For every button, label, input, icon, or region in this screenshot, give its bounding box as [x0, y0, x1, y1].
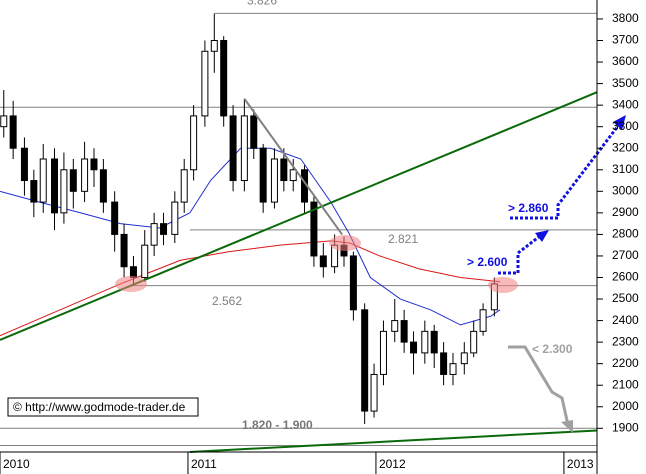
candle-body [20, 147, 28, 182]
candle-body [361, 309, 369, 412]
trend-line [243, 98, 343, 235]
candle-body [379, 330, 387, 375]
candle-body [391, 320, 399, 332]
y-tick-label: 2400 [612, 313, 639, 327]
candle-body [9, 115, 17, 149]
copyright: © http://www.godmode-trader.de [13, 400, 186, 414]
y-tick-label: 3600 [612, 54, 639, 68]
y-tick-label: 2000 [612, 399, 639, 413]
candle-body [171, 201, 179, 235]
y-tick-label: 2700 [612, 248, 639, 262]
plot-area: 3.826 2.821 2.562 [0, 0, 598, 453]
candle-body [150, 223, 158, 246]
candle-body [250, 115, 258, 149]
x-tick-label: 2012 [379, 457, 406, 471]
candle-body [120, 233, 128, 268]
x-tick-label: 2011 [191, 457, 217, 471]
candle-body [259, 147, 267, 203]
candle-body [90, 158, 98, 171]
target-label: > 2.860 [508, 201, 549, 215]
target-arrow [510, 125, 620, 220]
y-tick-label: 3700 [612, 33, 639, 47]
risk-label: < 2.300 [532, 342, 573, 356]
y-tick-label: 2100 [612, 377, 639, 391]
candle-body [39, 158, 47, 203]
candle-body [30, 180, 38, 203]
trend-line [189, 429, 598, 453]
candle-body [190, 115, 198, 171]
candle-body [319, 255, 327, 268]
y-tick-label: 2200 [612, 356, 639, 370]
risk-arrow [508, 345, 570, 426]
moving-average [0, 240, 501, 337]
target-label: > 2.600 [467, 255, 508, 269]
candle-body [60, 169, 68, 214]
level-label: 2.562 [212, 294, 242, 308]
y-tick-label: 3500 [612, 76, 639, 90]
candle-body [220, 40, 228, 117]
candle-body [160, 223, 168, 235]
candle-body [69, 169, 77, 192]
copyright-box [7, 397, 199, 417]
candle-body [370, 373, 378, 412]
y-tick-label: 3000 [612, 183, 639, 197]
candle-body [141, 244, 149, 278]
candle-body [270, 158, 278, 203]
candle-body [421, 330, 429, 354]
level-label: 2.821 [388, 232, 418, 246]
y-tick-label: 2900 [612, 205, 639, 219]
candle-body [111, 201, 119, 235]
arrow-head [613, 115, 626, 130]
candle-body [449, 363, 457, 375]
y-tick-label: 3200 [612, 140, 639, 154]
highlight [115, 276, 147, 292]
y-tick-label: 3800 [612, 11, 639, 25]
y-tick-label: 3300 [612, 119, 639, 133]
candle-body [479, 309, 487, 332]
y-tick-label: 2800 [612, 227, 639, 241]
candle-body [51, 158, 59, 214]
y-tick-label: 3100 [612, 162, 639, 176]
candle-body [0, 115, 8, 128]
trend-line [0, 91, 598, 341]
y-tick-label: 2300 [612, 334, 639, 348]
arrow-head [535, 230, 549, 242]
y-tick-label: 1900 [612, 420, 639, 434]
candle-body [99, 169, 107, 203]
candle-body [460, 352, 468, 365]
candle-body [240, 115, 248, 182]
x-tick-label: 2013 [567, 457, 594, 471]
candle-body [430, 330, 438, 354]
candle-body [400, 320, 408, 343]
y-tick-label: 2500 [612, 291, 639, 305]
highlight [488, 277, 518, 293]
candle-body [201, 50, 209, 117]
candle-body [470, 330, 478, 354]
highlight [329, 235, 361, 251]
candle-body [210, 40, 218, 52]
x-tick-label: 2010 [3, 457, 30, 471]
arrow-head [561, 420, 573, 433]
y-tick-label: 2600 [612, 270, 639, 284]
target-arrow [498, 234, 541, 275]
candle-body [349, 255, 357, 311]
candle-body [410, 341, 418, 354]
support-label: 1.820 - 1.900 [242, 418, 313, 432]
y-tick-label: 3400 [612, 97, 639, 111]
candle-body [229, 115, 237, 182]
candle-body [289, 169, 297, 182]
level-label: 3.826 [247, 0, 277, 8]
candle-body [180, 169, 188, 203]
candle-body [280, 158, 288, 182]
candle-body [129, 266, 137, 278]
candle-body [310, 201, 318, 257]
candle-body [81, 158, 89, 192]
candle-body [440, 352, 448, 375]
